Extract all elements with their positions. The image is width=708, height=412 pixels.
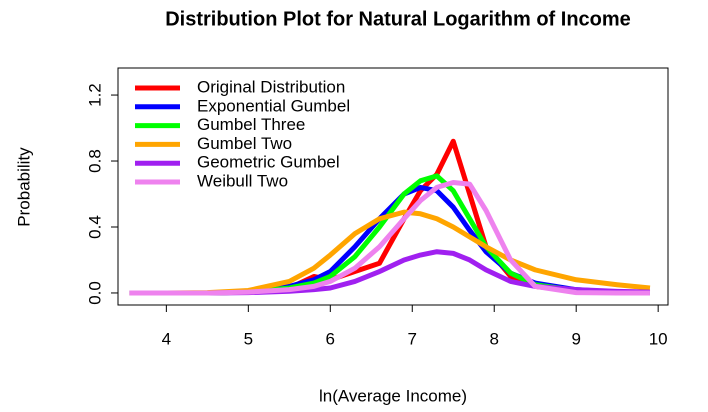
x-tick-label: 6 <box>326 329 335 348</box>
y-axis-label: Probability <box>14 147 33 227</box>
x-tick-label: 9 <box>571 329 580 348</box>
chart-title: Distribution Plot for Natural Logarithm … <box>165 8 631 30</box>
x-tick-label: 10 <box>649 329 668 348</box>
legend-label: Weibull Two <box>197 171 288 190</box>
legend-label: Original Distribution <box>197 77 345 96</box>
x-tick-label: 5 <box>244 329 253 348</box>
y-tick-label: 1.2 <box>85 83 104 107</box>
x-tick-label: 4 <box>162 329 171 348</box>
y-tick-label: 0.8 <box>85 149 104 173</box>
legend-label: Geometric Gumbel <box>197 153 340 172</box>
series-line <box>129 209 651 296</box>
x-tick-label: 8 <box>489 329 498 348</box>
legend-label: Exponential Gumbel <box>197 96 350 115</box>
y-tick-label: 0.0 <box>85 281 104 305</box>
y-tick-label: 0.4 <box>85 215 104 239</box>
series-line <box>129 179 650 296</box>
legend-label: Gumbel Two <box>197 134 292 153</box>
x-tick-label: 7 <box>408 329 417 348</box>
x-axis-label: ln(Average Income) <box>319 386 467 405</box>
legend-label: Gumbel Three <box>197 115 305 134</box>
plot-frame <box>117 67 669 306</box>
